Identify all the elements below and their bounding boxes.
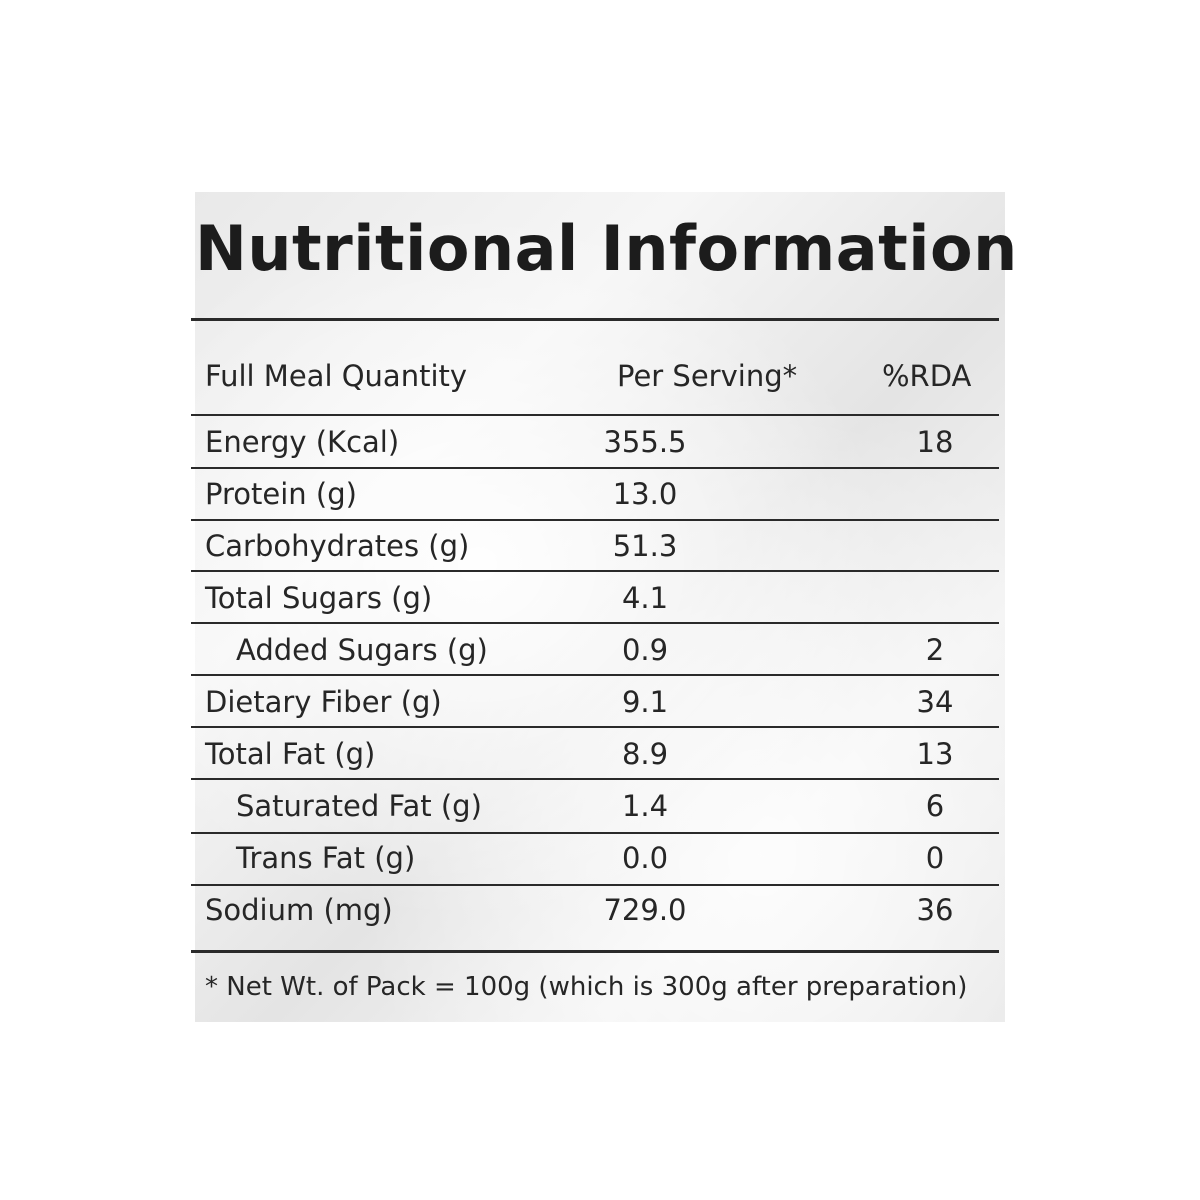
row-divider — [191, 884, 999, 886]
bottom-divider — [191, 950, 999, 953]
nutrition-label: Nutritional Information Full Meal Quanti… — [191, 192, 1018, 1022]
per-serving-value: 4.1 — [621, 581, 669, 615]
per-serving-value: 51.3 — [612, 529, 678, 563]
rda-value: 6 — [925, 789, 945, 823]
rda-value: 2 — [925, 633, 945, 667]
rda-value: 0 — [925, 841, 945, 875]
row-divider — [191, 832, 999, 834]
rda-value: 34 — [916, 685, 954, 719]
per-serving-value: 355.5 — [603, 425, 687, 459]
row-divider — [191, 570, 999, 572]
per-serving-value: 13.0 — [612, 477, 678, 511]
nutrient-name: Trans Fat (g) — [236, 841, 416, 875]
nutrient-name: Sodium (mg) — [205, 893, 393, 927]
row-divider — [191, 519, 999, 521]
nutrient-name: Total Sugars (g) — [205, 581, 433, 615]
nutrient-name: Added Sugars (g) — [236, 633, 488, 667]
per-serving-value: 9.1 — [621, 685, 669, 719]
header-divider — [191, 414, 999, 416]
per-serving-value: 0.9 — [621, 633, 669, 667]
rda-value: 18 — [916, 425, 954, 459]
row-divider — [191, 622, 999, 624]
header-quantity: Full Meal Quantity — [205, 359, 468, 393]
nutrient-name: Dietary Fiber (g) — [205, 685, 442, 719]
rda-value: 36 — [916, 893, 954, 927]
row-divider — [191, 674, 999, 676]
nutrient-name: Saturated Fat (g) — [236, 789, 482, 823]
header-per-serving: Per Serving* — [617, 359, 798, 393]
label-title: Nutritional Information — [195, 212, 1018, 285]
nutrient-name: Carbohydrates (g) — [205, 529, 470, 563]
row-divider — [191, 467, 999, 469]
nutrient-name: Energy (Kcal) — [205, 425, 400, 459]
nutrient-name: Protein (g) — [205, 477, 357, 511]
per-serving-value: 729.0 — [603, 893, 687, 927]
row-divider — [191, 726, 999, 728]
row-divider — [191, 778, 999, 780]
rda-value: 13 — [916, 737, 954, 771]
per-serving-value: 0.0 — [621, 841, 669, 875]
footnote: * Net Wt. of Pack = 100g (which is 300g … — [205, 972, 968, 1002]
top-divider — [191, 318, 999, 321]
per-serving-value: 1.4 — [621, 789, 669, 823]
header-rda: %RDA — [882, 359, 972, 393]
nutrient-name: Total Fat (g) — [205, 737, 376, 771]
per-serving-value: 8.9 — [621, 737, 669, 771]
